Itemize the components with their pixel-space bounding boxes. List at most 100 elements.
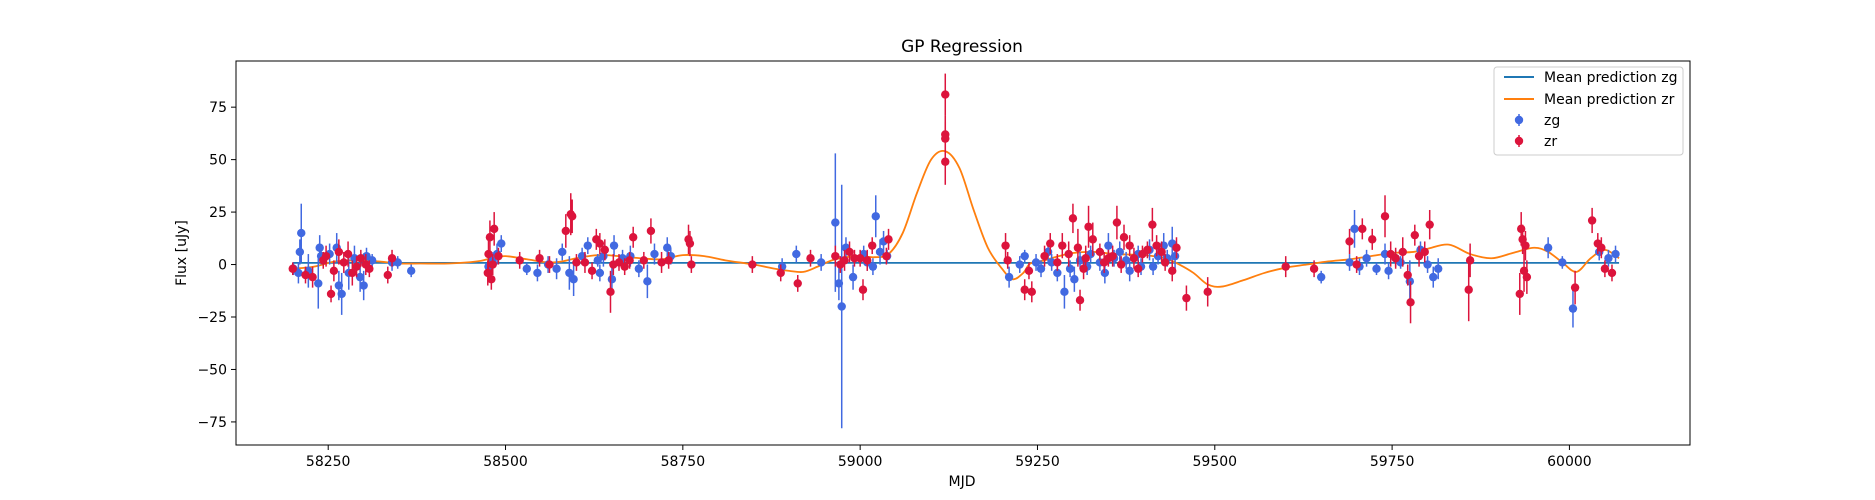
x-tick-label: 59500 [1193,454,1238,470]
data-point [297,228,306,238]
data-point [1081,254,1090,263]
x-tick-label: 58500 [483,454,528,470]
data-point [1129,254,1139,263]
data-point [337,289,346,299]
y-tick-label: −50 [197,362,227,378]
data-point [1521,241,1530,250]
data-point [565,268,574,278]
data-point [1020,285,1029,294]
data-point [1065,264,1075,273]
data-point [1125,266,1134,276]
data-point [595,268,605,278]
y-tick-label: 0 [218,258,227,274]
data-point [487,275,496,284]
data-point [1073,243,1083,252]
data-point [1434,264,1443,273]
data-point [1031,258,1041,267]
data-point [858,285,868,294]
data-point [1058,241,1067,250]
data-point [1368,235,1377,244]
data-point [485,233,495,242]
data-point [1070,275,1079,284]
data-point [776,268,785,278]
data-point [1372,264,1381,273]
data-point [326,289,336,299]
data-point [1001,241,1010,250]
y-axis-label: Flux [uJy] [174,220,190,286]
data-point [609,241,619,250]
data-point [1352,260,1361,269]
data-point [884,235,893,244]
data-point [840,256,849,265]
data-point [567,212,577,221]
data-point [1015,260,1024,269]
data-point [1403,270,1412,280]
data-point [383,270,392,280]
data-point [1587,216,1597,225]
data-point [643,277,652,286]
data-point [1350,224,1359,234]
data-point [1170,251,1180,261]
data-point [607,275,617,284]
legend-label-zr-line: Mean prediction zr [1544,92,1675,108]
data-point [561,226,571,236]
legend-marker [1514,136,1524,146]
data-point [941,157,950,166]
data-point [1425,220,1434,229]
data-point [583,241,592,250]
data-point [1053,258,1062,267]
data-point [1362,254,1371,263]
data-point [1406,298,1415,307]
series-zg [289,153,1620,429]
data-point [1558,258,1567,267]
data-point [515,256,524,265]
data-point [845,247,854,257]
data-point [793,279,802,288]
data-point [1515,289,1524,299]
data-point [600,245,610,255]
data-point [365,264,374,273]
legend-box [1493,66,1684,156]
data-point [1182,293,1191,303]
data-point [348,268,357,278]
data-point [355,272,365,282]
x-tick-label: 59000 [838,454,883,470]
legend-label-zg-line: Mean prediction zg [1544,70,1678,86]
data-point [1125,241,1134,250]
data-point [687,260,696,269]
data-point [1384,266,1393,276]
data-point [1079,264,1088,273]
data-point [1203,287,1212,297]
data-point [1046,239,1055,248]
x-tick-label: 59250 [1015,454,1060,470]
data-point [1024,266,1034,276]
data-point [359,281,368,290]
x-tick-label: 58750 [661,454,706,470]
chart-title: GP Regression [901,37,1023,57]
y-tick-label: 25 [209,205,227,221]
data-point [1148,262,1158,271]
data-point [1429,272,1438,282]
data-point [533,268,542,278]
data-point [1003,256,1012,265]
data-point [628,233,638,242]
data-point [639,256,649,265]
data-point [1068,214,1078,223]
legend-label-zg-points: zg [1544,113,1560,129]
plot-area [288,73,1620,429]
data-point [663,243,672,252]
data-point [545,260,554,269]
data-point [321,251,331,261]
y-tick-label: −75 [197,415,227,431]
data-point [595,239,605,248]
data-point [1027,287,1036,297]
legend-swatch-zr-points [1514,135,1524,147]
data-point [1133,264,1143,273]
data-point [1040,251,1049,261]
data-point [1316,272,1326,282]
data-point [816,258,826,267]
data-point [494,251,503,261]
data-point [1465,256,1475,265]
data-point [882,251,891,261]
